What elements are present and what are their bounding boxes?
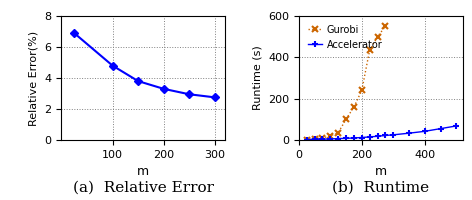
Gurobi bbox=[328, 135, 333, 137]
Accelerator bbox=[335, 137, 341, 140]
Accelerator bbox=[454, 125, 459, 127]
Accelerator bbox=[343, 137, 349, 140]
Accelerator bbox=[304, 138, 310, 141]
Accelerator bbox=[328, 138, 333, 140]
Accelerator bbox=[351, 137, 357, 139]
Accelerator bbox=[312, 138, 317, 141]
Gurobi bbox=[312, 138, 317, 140]
Gurobi bbox=[304, 138, 310, 141]
Gurobi bbox=[320, 137, 325, 139]
Accelerator bbox=[375, 135, 380, 137]
X-axis label: m: m bbox=[375, 165, 387, 178]
Accelerator bbox=[438, 127, 443, 130]
Gurobi bbox=[335, 132, 341, 134]
Line: Gurobi: Gurobi bbox=[303, 23, 389, 143]
Accelerator bbox=[383, 134, 388, 137]
Accelerator bbox=[422, 130, 428, 133]
Gurobi bbox=[383, 25, 388, 28]
Title: (b)  Runtime: (b) Runtime bbox=[332, 180, 429, 194]
Accelerator bbox=[406, 132, 412, 134]
Gurobi bbox=[359, 89, 364, 92]
Y-axis label: Runtime (s): Runtime (s) bbox=[253, 46, 262, 110]
Y-axis label: Relative Error(%): Relative Error(%) bbox=[29, 30, 39, 126]
X-axis label: m: m bbox=[137, 165, 149, 178]
Line: Accelerator: Accelerator bbox=[303, 122, 460, 143]
Gurobi bbox=[367, 49, 372, 51]
Title: (a)  Relative Error: (a) Relative Error bbox=[73, 180, 214, 194]
Gurobi bbox=[343, 118, 349, 121]
Accelerator bbox=[359, 136, 364, 139]
Gurobi bbox=[351, 106, 357, 108]
Accelerator bbox=[390, 134, 396, 136]
Accelerator bbox=[320, 138, 325, 140]
Gurobi bbox=[375, 35, 380, 38]
Accelerator bbox=[367, 136, 372, 138]
Legend: Gurobi, Accelerator: Gurobi, Accelerator bbox=[303, 21, 387, 53]
